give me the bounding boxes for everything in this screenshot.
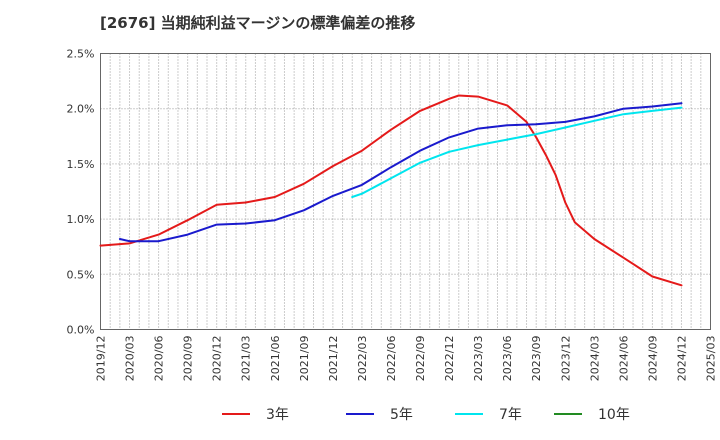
- x-tick-label: 2020/03: [124, 336, 137, 382]
- plot-area: [100, 53, 711, 330]
- x-tick-label: 2022/06: [385, 336, 398, 382]
- x-tick-label: 2021/12: [327, 336, 340, 382]
- series-line-3年: [99, 94, 683, 287]
- chart-title: [2676] 当期純利益マージンの標準偏差の推移: [100, 14, 416, 32]
- x-tick-label: 2024/09: [646, 336, 659, 382]
- x-tick-label: 2020/12: [211, 336, 224, 382]
- series-line-7年: [351, 106, 683, 198]
- x-tick-label: 2024/06: [617, 336, 630, 382]
- x-tick-label: 2024/12: [675, 336, 688, 382]
- y-tick-label: 2.5%: [67, 48, 95, 61]
- series-line-5年: [118, 102, 683, 243]
- x-tick-label: 2020/09: [182, 336, 195, 382]
- plot-border: [100, 53, 711, 330]
- y-tick-label: 2.0%: [67, 103, 95, 116]
- x-tick-label: 2021/06: [269, 336, 282, 382]
- x-tick-label: 2020/06: [153, 336, 166, 382]
- y-tick-label: 0.5%: [67, 268, 95, 281]
- x-tick-label: 2021/03: [240, 336, 253, 382]
- legend-label: 5年: [390, 407, 413, 423]
- y-tick-label: 0.0%: [67, 324, 95, 337]
- legend-label: 7年: [499, 407, 522, 423]
- x-axis: 2019/12 2020/03 2020/06 2020/09 2020/12 2021/…: [95, 335, 718, 381]
- x-tick-label: 2022/03: [356, 336, 369, 382]
- legend: 3年 5年 7年 10年: [222, 407, 630, 423]
- x-tick-label: 2023/06: [501, 335, 514, 381]
- x-tick-label: 2023/12: [559, 336, 572, 382]
- x-tick-label: 2022/12: [443, 336, 456, 382]
- x-tick-label: 2025/03: [705, 336, 718, 382]
- x-tick-label: 2024/03: [588, 336, 601, 382]
- x-tick-label: 2023/09: [530, 336, 543, 382]
- x-tick-label: 2022/09: [414, 336, 427, 382]
- y-tick-label: 1.0%: [67, 213, 95, 226]
- x-tick-label: 2023/03: [472, 335, 485, 381]
- y-tick-label: 1.5%: [67, 158, 95, 171]
- legend-label: 3年: [266, 407, 289, 423]
- legend-label: 10年: [598, 407, 630, 423]
- x-tick-label: 2021/09: [298, 336, 311, 382]
- y-axis: 0.0% 0.5% 1.0% 1.5% 2.0% 2.5%: [67, 48, 95, 337]
- series-lines: [99, 94, 683, 287]
- grid-lines: [100, 53, 711, 330]
- x-tick-label: 2019/12: [95, 336, 108, 382]
